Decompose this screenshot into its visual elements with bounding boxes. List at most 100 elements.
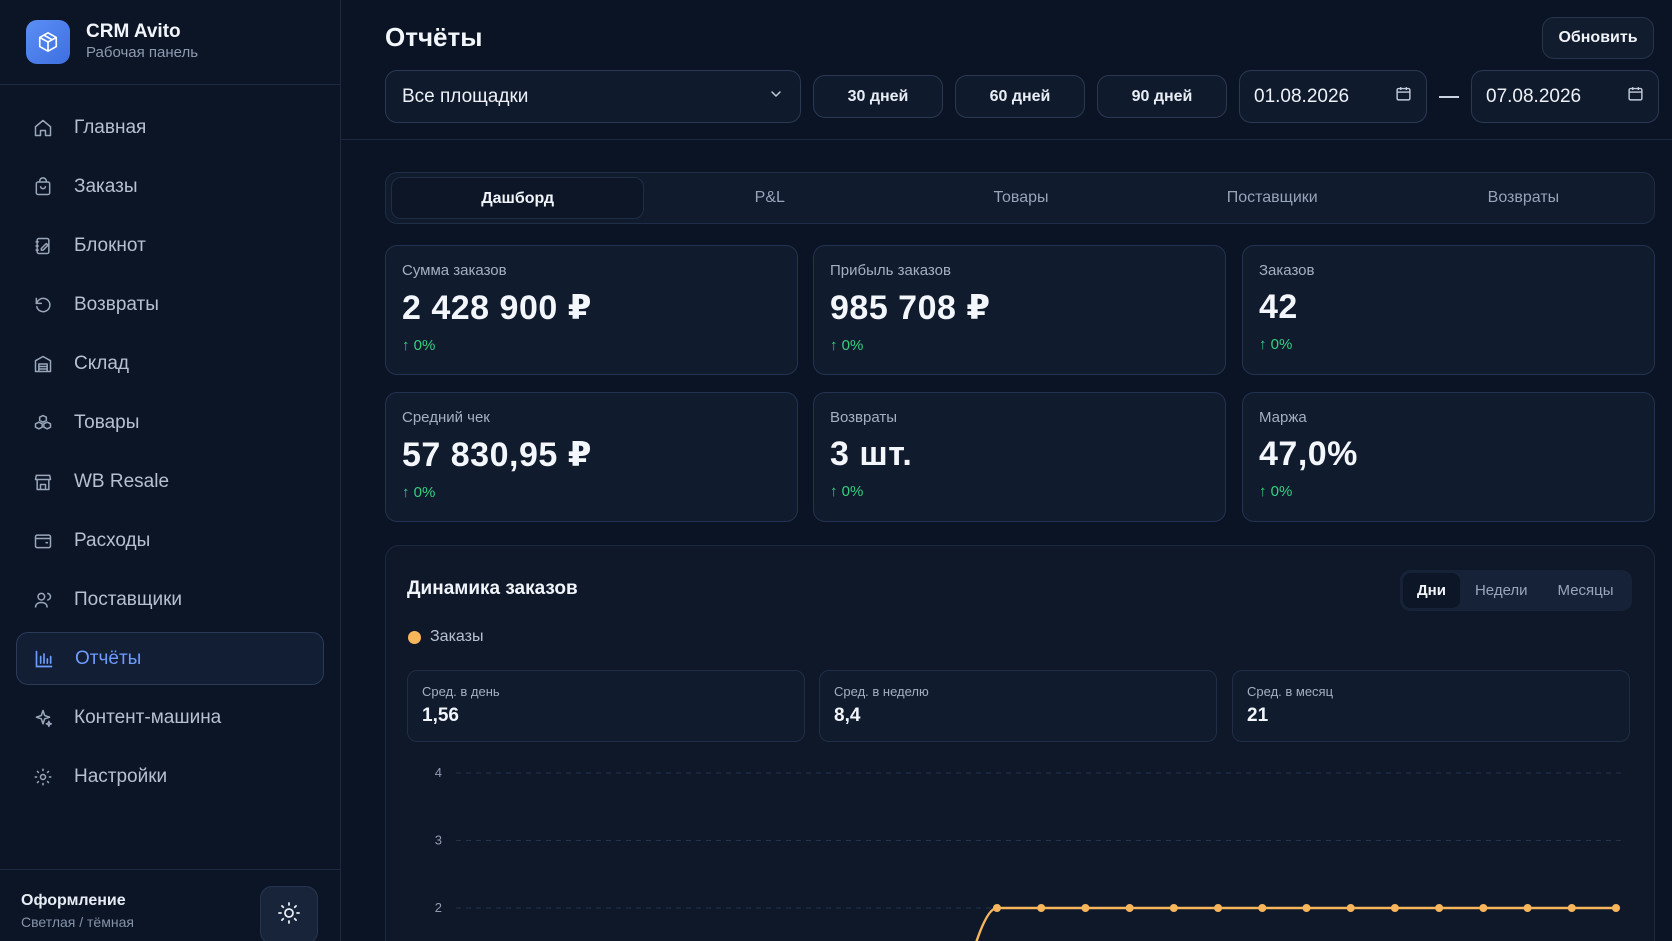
period-30-button[interactable]: 30 дней [813, 75, 943, 118]
data-point[interactable] [1523, 904, 1532, 912]
tab-returns[interactable]: Возвраты [1487, 189, 1560, 206]
stat-avg-week: Сред. в неделю 8,4 [819, 670, 1217, 742]
calendar-icon[interactable] [1627, 85, 1644, 108]
sidebar-item-content-machine[interactable]: Контент-машина [16, 691, 324, 744]
sidebar-item-reports[interactable]: Отчёты [16, 632, 324, 685]
sun-icon [277, 901, 301, 930]
sidebar-item-label: Возвраты [74, 293, 159, 315]
sidebar: CRM Avito Рабочая панель Главная Заказы … [0, 0, 341, 941]
sidebar-item-home[interactable]: Главная [16, 101, 324, 154]
sidebar-item-warehouse[interactable]: Склад [16, 337, 324, 390]
granularity-days-button[interactable]: Дни [1403, 573, 1460, 608]
sidebar-item-expenses[interactable]: Расходы [16, 514, 324, 567]
data-point[interactable] [1214, 904, 1223, 912]
granularity-weeks-button[interactable]: Недели [1474, 582, 1528, 599]
data-point[interactable] [1479, 904, 1488, 912]
kpi-card-orders-count: Заказов 42 ↑ 0% [1242, 245, 1655, 375]
arrow-up-icon: ↑ [1259, 336, 1271, 353]
data-point[interactable] [1435, 904, 1444, 912]
y-tick-label: 4 [435, 765, 442, 780]
stat-avg-month: Сред. в месяц 21 [1232, 670, 1630, 742]
data-point[interactable] [1390, 904, 1399, 912]
kpi-card-orders-sum: Сумма заказов 2 428 900 ₽ ↑ 0% [385, 245, 798, 375]
data-point[interactable] [1037, 904, 1046, 912]
data-point[interactable] [1346, 904, 1355, 912]
tab-products[interactable]: Товары [993, 189, 1049, 206]
period-90-button[interactable]: 90 дней [1097, 75, 1227, 118]
data-point[interactable] [993, 904, 1001, 912]
sidebar-item-products[interactable]: Товары [16, 396, 324, 449]
legend-dot [408, 630, 421, 644]
kpi-delta-value: 0% [413, 484, 436, 501]
sidebar-item-label: Склад [74, 352, 129, 374]
tab-pnl[interactable]: P&L [754, 189, 785, 206]
orders-chart-panel: Динамика заказов Дни Недели Месяцы Заказ… [385, 545, 1655, 941]
sidebar-item-label: Заказы [74, 175, 138, 197]
kpi-label: Возвраты [830, 409, 898, 426]
kpi-value: 42 [1259, 288, 1298, 326]
data-point[interactable] [1169, 904, 1178, 912]
sidebar-item-settings[interactable]: Настройки [16, 750, 324, 803]
arrow-up-icon: ↑ [402, 484, 414, 501]
refresh-button[interactable]: Обновить [1542, 17, 1654, 59]
series-line-orders [975, 906, 1616, 941]
date-to-field[interactable]: 07.08.2026 [1471, 70, 1659, 123]
sidebar-item-label: Расходы [74, 529, 151, 551]
kpi-card-margin: Маржа 47,0% ↑ 0% [1242, 392, 1655, 522]
sidebar-item-orders[interactable]: Заказы [16, 160, 324, 213]
users-icon [32, 589, 54, 611]
kpi-label: Заказов [1259, 262, 1315, 279]
granularity-toggle: Дни Недели Месяцы [1400, 570, 1632, 611]
y-tick-label: 2 [435, 900, 442, 915]
chevron-down-icon [768, 86, 784, 108]
sidebar-item-suppliers[interactable]: Поставщики [16, 573, 324, 626]
stat-label: Сред. в неделю [834, 684, 929, 699]
kpi-delta-value: 0% [1270, 336, 1293, 353]
theme-toggle-button[interactable] [260, 886, 318, 941]
sidebar-item-label: Поставщики [74, 588, 183, 610]
chart-title: Динамика заказов [407, 578, 578, 599]
shopping-bag-icon [32, 176, 54, 198]
date-from-field[interactable]: 01.08.2026 [1239, 70, 1427, 123]
date-from-value: 01.08.2026 [1254, 85, 1350, 107]
arrow-up-icon: ↑ [830, 483, 842, 500]
stat-avg-day: Сред. в день 1,56 [407, 670, 805, 742]
kpi-delta: ↑ 0% [1259, 336, 1638, 353]
arrow-up-icon: ↑ [1259, 483, 1271, 500]
stat-value: 1,56 [422, 705, 459, 726]
kpi-label: Прибыль заказов [830, 262, 951, 279]
platform-select[interactable]: Все площадки [385, 70, 801, 123]
theme-title: Оформление [21, 892, 126, 909]
sidebar-item-label: Контент-машина [74, 706, 222, 728]
period-60-button[interactable]: 60 дней [955, 75, 1085, 118]
kpi-card-returns: Возвраты 3 шт. ↑ 0% [813, 392, 1226, 522]
sidebar-item-returns[interactable]: Возвраты [16, 278, 324, 331]
granularity-months-button[interactable]: Месяцы [1557, 582, 1614, 599]
tab-suppliers[interactable]: Поставщики [1226, 189, 1318, 206]
data-point[interactable] [1567, 904, 1576, 912]
kpi-delta: ↑ 0% [830, 483, 1209, 500]
report-tabs: Дашборд P&L Товары Поставщики Возвраты [385, 172, 1655, 224]
data-point[interactable] [1258, 904, 1267, 912]
tab-dashboard[interactable]: Дашборд [391, 177, 645, 219]
data-point[interactable] [1302, 904, 1311, 912]
data-point[interactable] [1081, 904, 1090, 912]
data-point[interactable] [1612, 904, 1620, 912]
page-title: Отчёты [385, 22, 483, 52]
legend-label: Заказы [430, 628, 484, 645]
data-point[interactable] [1125, 904, 1134, 912]
boxes-icon [32, 412, 54, 434]
kpi-delta: ↑ 0% [402, 337, 781, 354]
sidebar-item-wb-resale[interactable]: WB Resale [16, 455, 324, 508]
sidebar-item-label: Отчёты [75, 647, 142, 669]
orders-line-chart: 2 3 4 [435, 765, 1621, 941]
kpi-delta-value: 0% [1270, 483, 1293, 500]
stat-value: 8,4 [834, 705, 861, 726]
kpi-label: Сумма заказов [402, 262, 507, 279]
sidebar-item-notebook[interactable]: Блокнот [16, 219, 324, 272]
calendar-icon[interactable] [1395, 85, 1412, 108]
sparkles-icon [32, 707, 54, 729]
top-bar: Отчёты Обновить Все площадки 30 дней 60 … [341, 0, 1672, 140]
box-logo-icon [26, 20, 70, 64]
arrow-up-icon: ↑ [830, 337, 842, 354]
